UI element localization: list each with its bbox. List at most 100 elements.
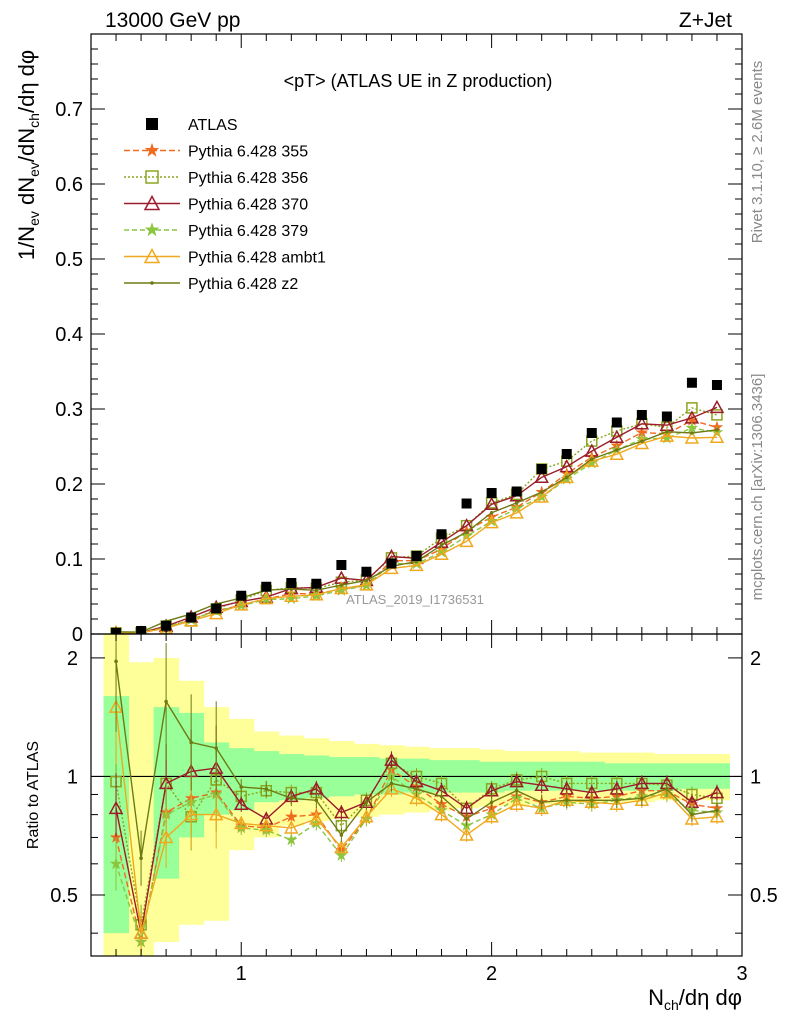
- ratio-point: [259, 818, 274, 832]
- ratio-point: [434, 807, 449, 821]
- ratio-point: [289, 796, 294, 801]
- atlas-data-point: [636, 410, 647, 420]
- ratio-point: [665, 787, 669, 791]
- data-point: [464, 530, 469, 535]
- ratio-point: [534, 800, 549, 815]
- y-tick-label: 0.1: [55, 549, 83, 571]
- data-point: [711, 409, 723, 421]
- x-tick-label: 3: [736, 963, 747, 985]
- ratio-point: [233, 815, 249, 830]
- data-point: [684, 430, 700, 444]
- data-point: [715, 428, 719, 432]
- ratio-y-tick-label: 1: [67, 766, 78, 788]
- y-tick-label: 0.4: [55, 324, 83, 346]
- data-point: [534, 489, 549, 503]
- data-point: [709, 399, 725, 414]
- data-point: [489, 510, 494, 515]
- ratio-y-tick-label-right: 0.5: [750, 885, 778, 907]
- ratio-point: [314, 798, 319, 803]
- data-point: [309, 587, 324, 601]
- ratio-point: [339, 833, 344, 837]
- data-point: [284, 588, 299, 603]
- ratio-point: [109, 856, 123, 870]
- atlas-data-point: [536, 464, 547, 474]
- atlas-data-point: [286, 578, 297, 588]
- ratio-point: [334, 839, 349, 854]
- ratio-point: [609, 796, 625, 810]
- ratio-point: [634, 775, 650, 790]
- data-point: [640, 439, 644, 444]
- legend-marker: [145, 170, 159, 184]
- legend-label: Pythia 6.428 379: [188, 223, 308, 240]
- atlas-data-point: [611, 417, 622, 428]
- ratio-y-axis-label: Ratio to ATLAS: [25, 741, 42, 849]
- ratio-point: [364, 800, 369, 805]
- ratio-point: [509, 796, 524, 810]
- atlas-data-point: [186, 612, 197, 623]
- legend-marker: [150, 281, 154, 285]
- y-tick-label: 0.6: [55, 174, 83, 196]
- data-point: [484, 496, 499, 511]
- ratio-point: [384, 781, 399, 795]
- atlas-data-point: [461, 498, 472, 509]
- data-point: [439, 543, 444, 548]
- data-point: [659, 428, 675, 442]
- rivet-info-label: Rivet 3.1.10, ≥ 2.6M events: [749, 61, 766, 244]
- data-point: [334, 580, 349, 595]
- ratio-point: [459, 827, 474, 841]
- ratio-point: [264, 787, 269, 791]
- legend-label: Pythia 6.428 z2: [188, 276, 298, 293]
- atlas-data-point: [211, 603, 222, 614]
- ratio-point: [539, 800, 544, 805]
- atlas-data-point: [711, 380, 722, 390]
- atlas-data-point: [686, 377, 697, 388]
- ratio-y-tick-label: 0.5: [50, 885, 78, 907]
- ratio-point: [709, 809, 725, 823]
- data-point: [484, 515, 499, 529]
- ratio-point: [489, 800, 494, 805]
- atlas-data-point: [436, 529, 447, 540]
- data-point: [434, 546, 449, 560]
- data-point: [359, 577, 374, 591]
- ratio-point: [108, 800, 124, 815]
- atlas-data-point: [161, 620, 172, 631]
- data-point: [609, 446, 625, 460]
- x-axis-label: Nch/dη dφ: [648, 985, 742, 1013]
- ratio-point: [684, 811, 700, 825]
- ratio-point: [484, 809, 499, 823]
- data-point: [534, 469, 549, 483]
- data-point: [364, 578, 369, 583]
- atlas-data-point: [486, 488, 497, 498]
- ratio-point: [139, 856, 143, 861]
- data-point: [514, 501, 519, 505]
- y-tick-label: 0.5: [55, 249, 83, 271]
- ratio-point: [615, 798, 619, 803]
- data-point: [409, 557, 424, 572]
- x-tick-label: 1: [236, 963, 247, 985]
- data-point: [339, 583, 344, 587]
- data-point: [609, 429, 625, 444]
- y-tick-label: 0.7: [55, 99, 83, 121]
- ratio-series-layer: [108, 634, 725, 956]
- data-point: [509, 505, 524, 519]
- ratio-point: [214, 746, 218, 750]
- data-point: [690, 431, 694, 435]
- ratio-y-tick-label-right: 2: [750, 648, 761, 670]
- ratio-point: [158, 829, 174, 844]
- y-tick-label: 0.3: [55, 399, 83, 421]
- collision-energy-label: 13000 GeV pp: [105, 9, 240, 32]
- data-point: [615, 448, 619, 452]
- legend-label: Pythia 6.428 ambt1: [188, 250, 326, 267]
- ratio-point: [114, 659, 118, 664]
- ratio-point: [183, 807, 199, 821]
- ratio-point: [233, 796, 249, 810]
- data-point: [665, 429, 669, 434]
- analysis-watermark: ATLAS_2019_I1736531: [346, 592, 484, 607]
- plot-title: <pT> (ATLAS UE in Z production): [284, 71, 553, 91]
- axes: 1 2 3 0 0.1 0.2 0.3 0.4 0.5 0.6 0.7 0.5 0.5 1 1 2 2: [50, 33, 778, 985]
- data-point: [459, 533, 474, 548]
- ratio-point: [309, 811, 324, 825]
- atlas-data-point: [311, 578, 322, 589]
- ratio-point: [334, 804, 349, 819]
- series-line: [115, 435, 718, 634]
